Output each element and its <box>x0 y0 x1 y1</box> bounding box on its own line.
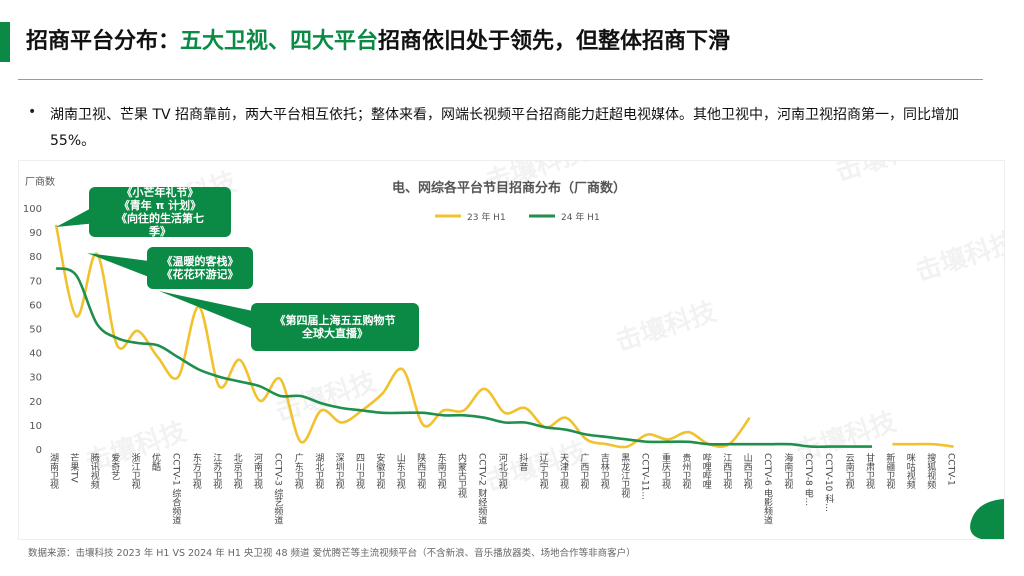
x-tick-label: 湖南卫视 <box>48 453 59 490</box>
x-tick-label: 云南卫视 <box>844 453 855 490</box>
x-tick-label: 河北卫视 <box>497 452 508 490</box>
x-tick-label: 海南卫视 <box>782 452 793 490</box>
y-tick-label: 100 <box>23 204 42 215</box>
callout-text: 《小芒年礼节》 <box>122 185 199 199</box>
y-tick-label: 50 <box>29 325 42 336</box>
watermark-text: 击壤科技 <box>912 226 1004 288</box>
y-tick-label: 30 <box>29 373 42 384</box>
x-tick-label: CCTV-1 <box>946 453 956 486</box>
x-tick-label: CCTV-3 综艺频道 <box>272 453 283 525</box>
x-tick-label: 贵州卫视 <box>680 452 691 490</box>
title-prefix: 招商平台分布： <box>26 29 181 54</box>
x-tick-label: 辽宁卫视 <box>538 453 549 490</box>
x-tick-label: 广西卫视 <box>578 452 589 490</box>
x-tick-label: 山西卫视 <box>742 453 753 490</box>
x-tick-label: CCTV-10 科... <box>823 453 834 512</box>
x-tick-label: 咪咕视频 <box>905 453 916 490</box>
bullet-text: 湖南卫视、芒果 TV 招商靠前，两大平台相互依托；整体来看，网端长视频平台招商能… <box>50 107 960 149</box>
x-tick-label: 哔哩哔哩 <box>701 453 712 489</box>
legend-label-1: 24 年 H1 <box>561 211 600 223</box>
y-tick-label: 40 <box>29 349 42 360</box>
x-tick-label: 安徽卫视 <box>374 452 385 490</box>
x-tick-label: 江苏卫视 <box>211 453 222 490</box>
callout-text: 《青年 π 计划》 <box>119 198 201 212</box>
x-tick-label: 东方卫视 <box>191 452 202 490</box>
callout-text: 《花花环游记》 <box>162 267 239 281</box>
title-suffix: 招商依旧处于领先，但整体招商下滑 <box>378 29 731 54</box>
title-highlight: 五大卫视、四大平台 <box>180 29 379 54</box>
callout-pointer <box>56 205 97 227</box>
callout-box <box>147 247 253 289</box>
x-tick-label: 吉林卫视 <box>599 453 610 490</box>
series-line-2023 <box>892 442 954 448</box>
legend-label-0: 23 年 H1 <box>467 211 506 223</box>
watermark-text: 击壤科技 <box>832 161 941 188</box>
callout-pointer <box>87 253 149 277</box>
x-tick-label: 天津卫视 <box>558 453 569 490</box>
title-divider <box>18 79 983 80</box>
chart-panel: 击壤科技击壤科技击壤科技击壤科技击壤科技击壤科技击壤科技击壤科技击壤科技电、网综… <box>18 126 1020 540</box>
x-tick-label: 广东卫视 <box>293 452 304 490</box>
x-tick-label: CCTV-2 财经频道 <box>476 453 487 525</box>
callout-text: 《温暖的客栈》 <box>162 254 239 268</box>
corner-leaf-decoration <box>970 499 1004 539</box>
y-tick-label: 0 <box>36 445 42 456</box>
chart-title: 电、网综各平台节目招商分布（厂商数） <box>392 180 626 196</box>
line-chart: 击壤科技击壤科技击壤科技击壤科技击壤科技击壤科技击壤科技击壤科技击壤科技电、网综… <box>23 126 1020 539</box>
x-tick-label: CCTV-6 电影频道 <box>762 453 773 525</box>
x-tick-label: 山东卫视 <box>395 453 406 490</box>
x-tick-label: 四川卫视 <box>354 453 365 490</box>
x-tick-label: 芒果TV <box>68 452 79 484</box>
callout-text: 全球大直播》 <box>301 326 368 340</box>
series-line-2023 <box>54 224 751 449</box>
y-tick-label: 10 <box>29 421 42 432</box>
x-tick-label: 重庆卫视 <box>660 452 671 490</box>
y-axis-label: 厂商数 <box>25 175 55 188</box>
watermark-text: 击壤科技 <box>612 296 721 358</box>
x-tick-label: CCTV-8 电... <box>803 453 813 506</box>
callout-box <box>89 187 231 237</box>
callout-pointer <box>159 291 253 329</box>
x-tick-label: 北京卫视 <box>232 453 243 490</box>
x-tick-label: 浙江卫视 <box>130 452 141 490</box>
y-tick-label: 60 <box>29 300 42 311</box>
x-tick-label: 东南卫视 <box>436 452 447 490</box>
x-tick-label: 腾讯视频 <box>89 452 100 490</box>
y-tick-label: 20 <box>29 397 42 408</box>
x-tick-label: 湖北卫视 <box>313 453 324 490</box>
x-tick-label: 搜狐视频 <box>925 452 936 490</box>
y-tick-label: 80 <box>29 252 42 263</box>
x-tick-label: 陕西卫视 <box>415 452 426 490</box>
x-tick-label: 抖音 <box>517 452 528 472</box>
page-title: 招商平台分布：五大卫视、四大平台招商依旧处于领先，但整体招商下滑 <box>26 24 730 60</box>
x-tick-label: 黑龙江卫视 <box>619 453 630 499</box>
x-tick-label: 河南卫视 <box>252 452 263 490</box>
x-tick-label: 甘肃卫视 <box>864 452 875 490</box>
x-tick-label: CCTV-11... <box>640 453 650 500</box>
x-tick-label: 爱奇艺 <box>109 453 120 480</box>
bullet-marker: • <box>28 104 37 120</box>
x-tick-label: 内蒙古卫视 <box>456 452 467 499</box>
callout-text: 季》 <box>148 224 171 238</box>
callout-box <box>251 303 419 351</box>
x-tick-label: 新疆卫视 <box>884 452 895 490</box>
y-tick-label: 70 <box>29 276 42 287</box>
callout-text: 《向往的生活第七 <box>116 211 204 225</box>
y-tick-label: 90 <box>29 228 42 239</box>
x-tick-label: 深圳卫视 <box>334 453 345 490</box>
series-line-2024 <box>55 266 872 449</box>
x-tick-label: 江西卫视 <box>721 453 732 490</box>
x-tick-label: CCTV-1 综合频道 <box>170 453 181 525</box>
title-accent-bar <box>0 22 10 62</box>
callout-text: 《第四届上海五五购物节 <box>275 313 396 327</box>
x-tick-label: 优酷 <box>150 452 161 472</box>
source-note: 数据来源：击壤科技 2023 年 H1 VS 2024 年 H1 央卫视 48 … <box>28 548 636 559</box>
